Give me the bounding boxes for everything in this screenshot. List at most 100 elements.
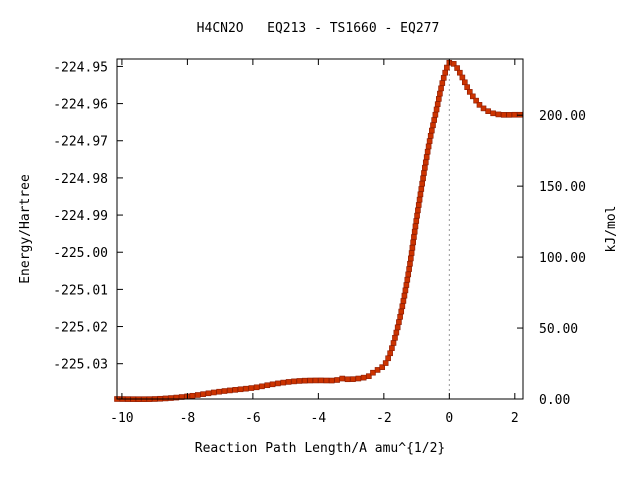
data-point	[194, 392, 201, 398]
data-point	[419, 180, 425, 187]
data-point	[409, 244, 416, 251]
data-point	[406, 266, 412, 272]
data-point	[461, 79, 468, 86]
data-point	[221, 388, 228, 394]
data-point	[500, 112, 507, 118]
y-tick-label: -225.03	[53, 358, 108, 373]
data-point	[407, 260, 413, 267]
data-point	[506, 112, 512, 118]
data-point	[339, 375, 346, 382]
data-point	[464, 84, 470, 90]
data-point	[434, 101, 441, 107]
data-point	[410, 239, 416, 246]
x-tick-label: -10	[110, 411, 133, 426]
data-point	[205, 390, 212, 397]
x-tick-label: -8	[180, 411, 196, 426]
data-point	[291, 378, 297, 385]
y2-tick-label: 50.00	[539, 322, 578, 337]
data-point	[415, 207, 421, 214]
data-point	[405, 271, 412, 278]
y2-tick-label: 0.00	[539, 393, 570, 408]
data-point	[307, 377, 313, 384]
plot-frame	[116, 58, 524, 400]
y-tick-label: -224.98	[53, 172, 108, 187]
data-point	[264, 382, 271, 389]
y2-tick-label: 200.00	[539, 109, 586, 124]
data-point	[490, 110, 496, 117]
data-point	[385, 355, 391, 362]
data-point	[162, 395, 169, 402]
x-tick-label: -2	[376, 411, 392, 426]
data-point	[394, 324, 401, 331]
data-point	[392, 334, 398, 341]
data-point	[415, 202, 422, 208]
data-point	[216, 388, 222, 395]
data-point	[424, 148, 431, 155]
data-point	[390, 340, 397, 346]
y-tick-label: -224.95	[53, 60, 108, 75]
data-point	[414, 212, 420, 219]
data-point	[429, 127, 435, 134]
data-point	[389, 345, 395, 351]
data-point	[413, 218, 420, 224]
data-point	[439, 80, 446, 86]
data-point	[412, 223, 419, 230]
data-point	[312, 377, 319, 384]
data-point	[397, 314, 403, 320]
data-point	[425, 143, 432, 150]
y-tick-label: -224.96	[53, 98, 108, 113]
data-point	[437, 90, 443, 97]
data-point	[173, 394, 180, 401]
data-point	[411, 234, 417, 240]
x-tick-label: 2	[511, 411, 519, 426]
x-axis-label: Reaction Path Length/A amu^{1/2}	[195, 441, 445, 456]
data-point	[401, 292, 408, 299]
data-point	[323, 377, 330, 384]
data-point	[444, 64, 450, 71]
data-point	[399, 303, 406, 310]
y-axis-left: -224.95 -224.96 -224.97 -224.98 -224.99 -225.…	[53, 60, 123, 373]
data-point	[416, 196, 423, 203]
data-point	[370, 369, 376, 376]
data-point	[427, 133, 434, 139]
y-axis-right: 0.00 50.00 100.00 150.00 200.00	[517, 109, 586, 408]
data-point	[227, 387, 233, 394]
y-tick-label: -224.97	[53, 135, 108, 150]
data-point	[470, 93, 476, 100]
data-point	[476, 102, 483, 108]
data-point	[422, 159, 429, 166]
data-point	[440, 75, 447, 81]
data-point	[382, 360, 389, 366]
data-point	[433, 106, 440, 113]
data-point	[379, 364, 385, 370]
data-point	[237, 386, 244, 393]
chart-title: H4CN2O EQ213 - TS1660 - EQ277	[197, 21, 440, 36]
data-point	[511, 111, 518, 118]
data-point	[200, 391, 206, 397]
y2-tick-label: 100.00	[539, 251, 586, 266]
plot-layer	[114, 59, 523, 402]
data-point	[421, 170, 427, 176]
data-point	[189, 392, 196, 399]
data-point	[168, 395, 174, 401]
data-point	[398, 308, 405, 315]
data-point	[232, 387, 239, 393]
data-point	[457, 69, 463, 76]
data-point	[400, 298, 407, 304]
data-point	[301, 377, 308, 384]
data-point	[408, 255, 414, 262]
y2-tick-label: 150.00	[539, 180, 586, 195]
x-tick-label: 0	[445, 411, 453, 426]
data-point	[480, 105, 487, 112]
data-point	[423, 154, 430, 160]
data-point	[403, 282, 410, 288]
data-point	[473, 97, 479, 104]
y-axis-label: Energy/Hartree	[18, 174, 33, 284]
data-point	[466, 89, 473, 95]
y2-axis-label: kJ/mol	[604, 206, 619, 253]
data-point	[243, 385, 249, 392]
data-point	[442, 69, 448, 76]
data-point	[328, 377, 335, 384]
data-point	[454, 65, 460, 71]
